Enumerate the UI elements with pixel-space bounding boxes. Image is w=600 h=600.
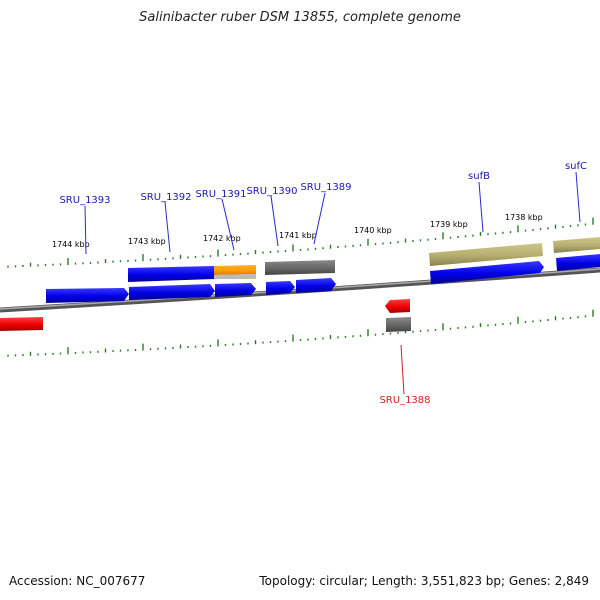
gene-sru-1392[interactable] [129, 284, 215, 300]
scale-label-1738: 1738 kbp [505, 213, 543, 222]
gene-sru-1393[interactable] [46, 288, 129, 303]
leader-sru-1392 [164, 201, 171, 253]
gene-sru-1389[interactable] [296, 278, 336, 293]
gene-label-sru-1391[interactable]: SRU_1391 [195, 189, 246, 200]
feature-row-upper [128, 237, 600, 282]
leader-sru-1390 [270, 195, 279, 247]
gene-sru-1388-lower[interactable] [386, 317, 411, 332]
gene-label-sru-1390[interactable]: SRU_1390 [246, 186, 297, 197]
gene-label-sufc[interactable]: sufC [565, 161, 587, 172]
gene-sru-1390-upper[interactable] [265, 260, 335, 275]
gene-sru-1390[interactable] [266, 281, 295, 295]
gene-reverse-left[interactable] [0, 317, 43, 331]
scale-label-1742: 1742 kbp [203, 234, 241, 243]
scale-label-1743: 1743 kbp [128, 237, 166, 246]
gene-label-sru-1393[interactable]: SRU_1393 [59, 195, 110, 206]
gene-sru-1391-upper[interactable] [214, 265, 256, 275]
gene-label-sru-1392[interactable]: SRU_1392 [140, 192, 191, 203]
gene-sufc[interactable] [556, 254, 600, 271]
leader-sru-1391 [221, 198, 235, 251]
gene-label-sru-1388[interactable]: SRU_1388 [379, 395, 430, 406]
gene-label-sru-1389[interactable]: SRU_1389 [300, 182, 351, 193]
genome-summary-text: Topology: circular; Length: 3,551,823 bp… [259, 574, 589, 588]
accession-text: Accession: NC_007677 [9, 574, 146, 588]
leader-sru-1388 [400, 344, 405, 395]
feature-row-reverse [0, 299, 411, 332]
gene-sru-1391[interactable] [215, 283, 256, 297]
feature-row-forward [46, 254, 600, 303]
scale-label-1740: 1740 kbp [354, 226, 392, 235]
scale-ticks-inner [7, 309, 594, 357]
leader-sufc [575, 171, 581, 223]
gene-sru-1391-upper-shade [214, 274, 256, 279]
gene-label-sufb[interactable]: sufB [468, 171, 490, 182]
leader-sufb [478, 181, 484, 233]
gene-sru-1388[interactable] [385, 299, 410, 313]
scale-label-1741: 1741 kbp [279, 231, 317, 240]
label-leaders [84, 171, 581, 255]
gene-sru-1392-upper[interactable] [128, 266, 214, 282]
map-title: Salinibacter ruber DSM 13855, complete g… [139, 10, 461, 25]
scale-label-1739: 1739 kbp [430, 220, 468, 229]
gene-sufc-upper[interactable] [553, 237, 600, 253]
gene-sufb[interactable] [430, 261, 544, 284]
scale-ticks-outer [7, 217, 594, 268]
scale-label-1744: 1744 kbp [52, 240, 90, 249]
leader-sru-1393 [84, 205, 87, 255]
gene-sufb-upper[interactable] [429, 243, 543, 266]
leader-sru-1389 [313, 192, 326, 245]
